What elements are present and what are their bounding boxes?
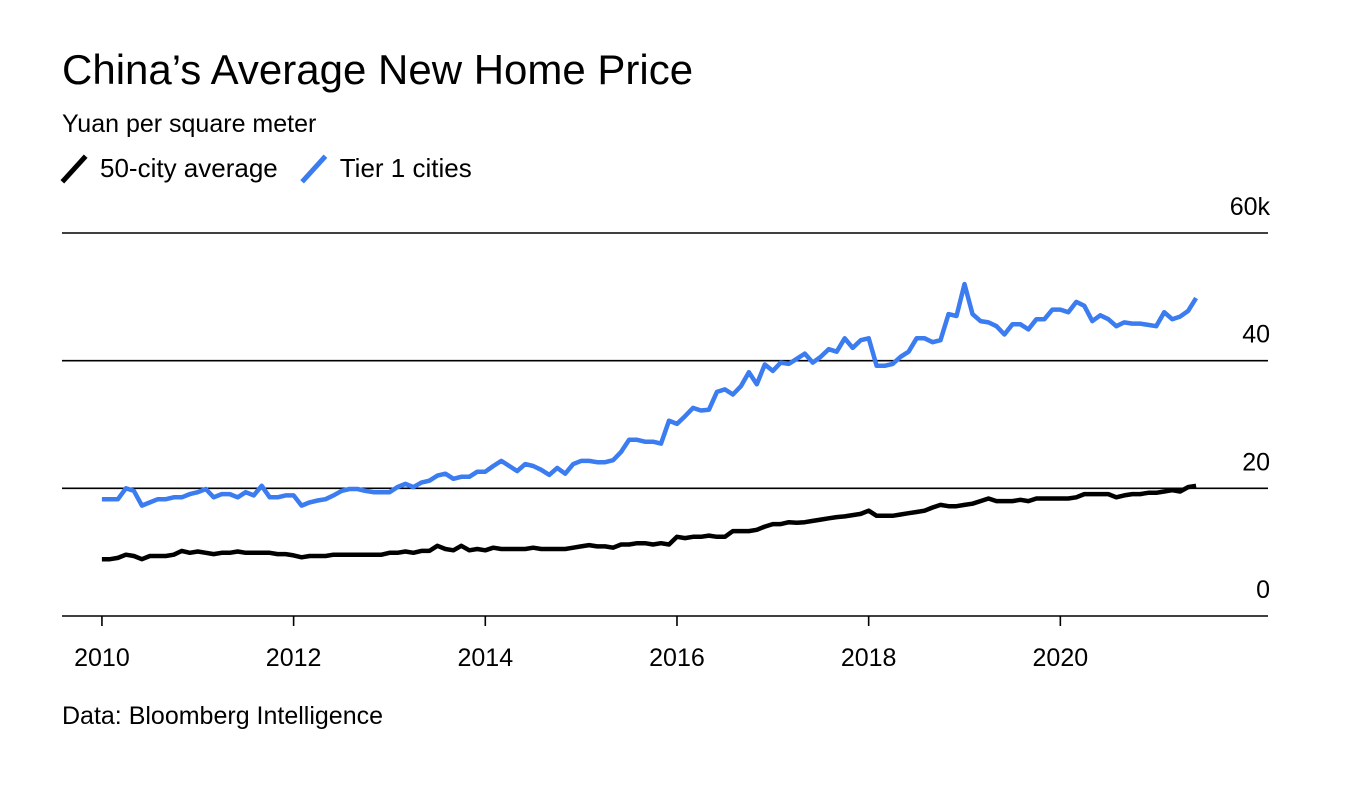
legend: 50-city average Tier 1 cities — [60, 153, 472, 184]
y-tick-label: 0 — [1256, 576, 1270, 604]
legend-swatch — [60, 154, 88, 184]
x-tick-label: 2016 — [649, 644, 705, 672]
x-tick-label: 2010 — [74, 644, 130, 672]
chart-subtitle: Yuan per square meter — [62, 110, 316, 138]
chart-title: China’s Average New Home Price — [62, 46, 693, 93]
x-tick-label: 2012 — [266, 644, 322, 672]
y-tick-label: 20 — [1242, 448, 1270, 476]
x-tick-label: 2014 — [457, 644, 513, 672]
y-tick-label: 60k — [1230, 193, 1271, 221]
y-tick-label: 40 — [1242, 321, 1270, 349]
legend-label: Tier 1 cities — [340, 153, 472, 183]
legend-swatch — [300, 154, 328, 184]
source-note: Data: Bloomberg Intelligence — [62, 702, 383, 730]
legend-label: 50-city average — [100, 153, 278, 183]
x-tick-label: 2020 — [1033, 644, 1089, 672]
plot-area: 0 20 40 60k 2010 2012 2014 2016 2018 2020 — [62, 193, 1270, 672]
x-tick-label: 2018 — [841, 644, 897, 672]
series-line — [101, 483, 1197, 562]
series-line — [101, 281, 1199, 508]
